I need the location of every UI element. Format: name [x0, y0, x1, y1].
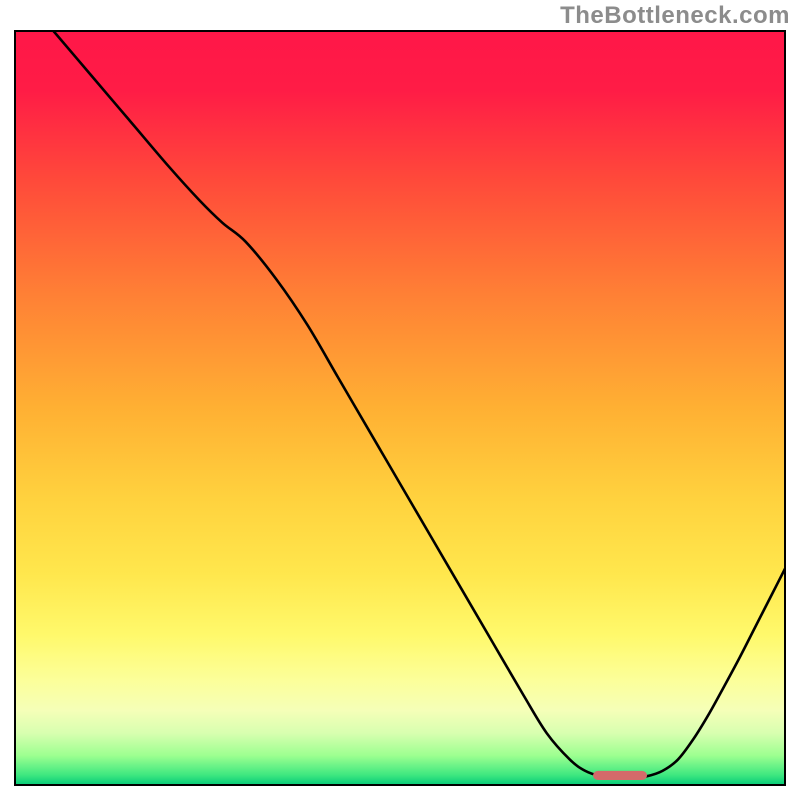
bottleneck-curve-chart — [14, 30, 786, 786]
optimal-marker — [593, 771, 647, 780]
watermark-text: TheBottleneck.com — [560, 2, 790, 30]
gradient-background — [14, 30, 786, 786]
chart-container: TheBottleneck.com — [0, 0, 800, 800]
